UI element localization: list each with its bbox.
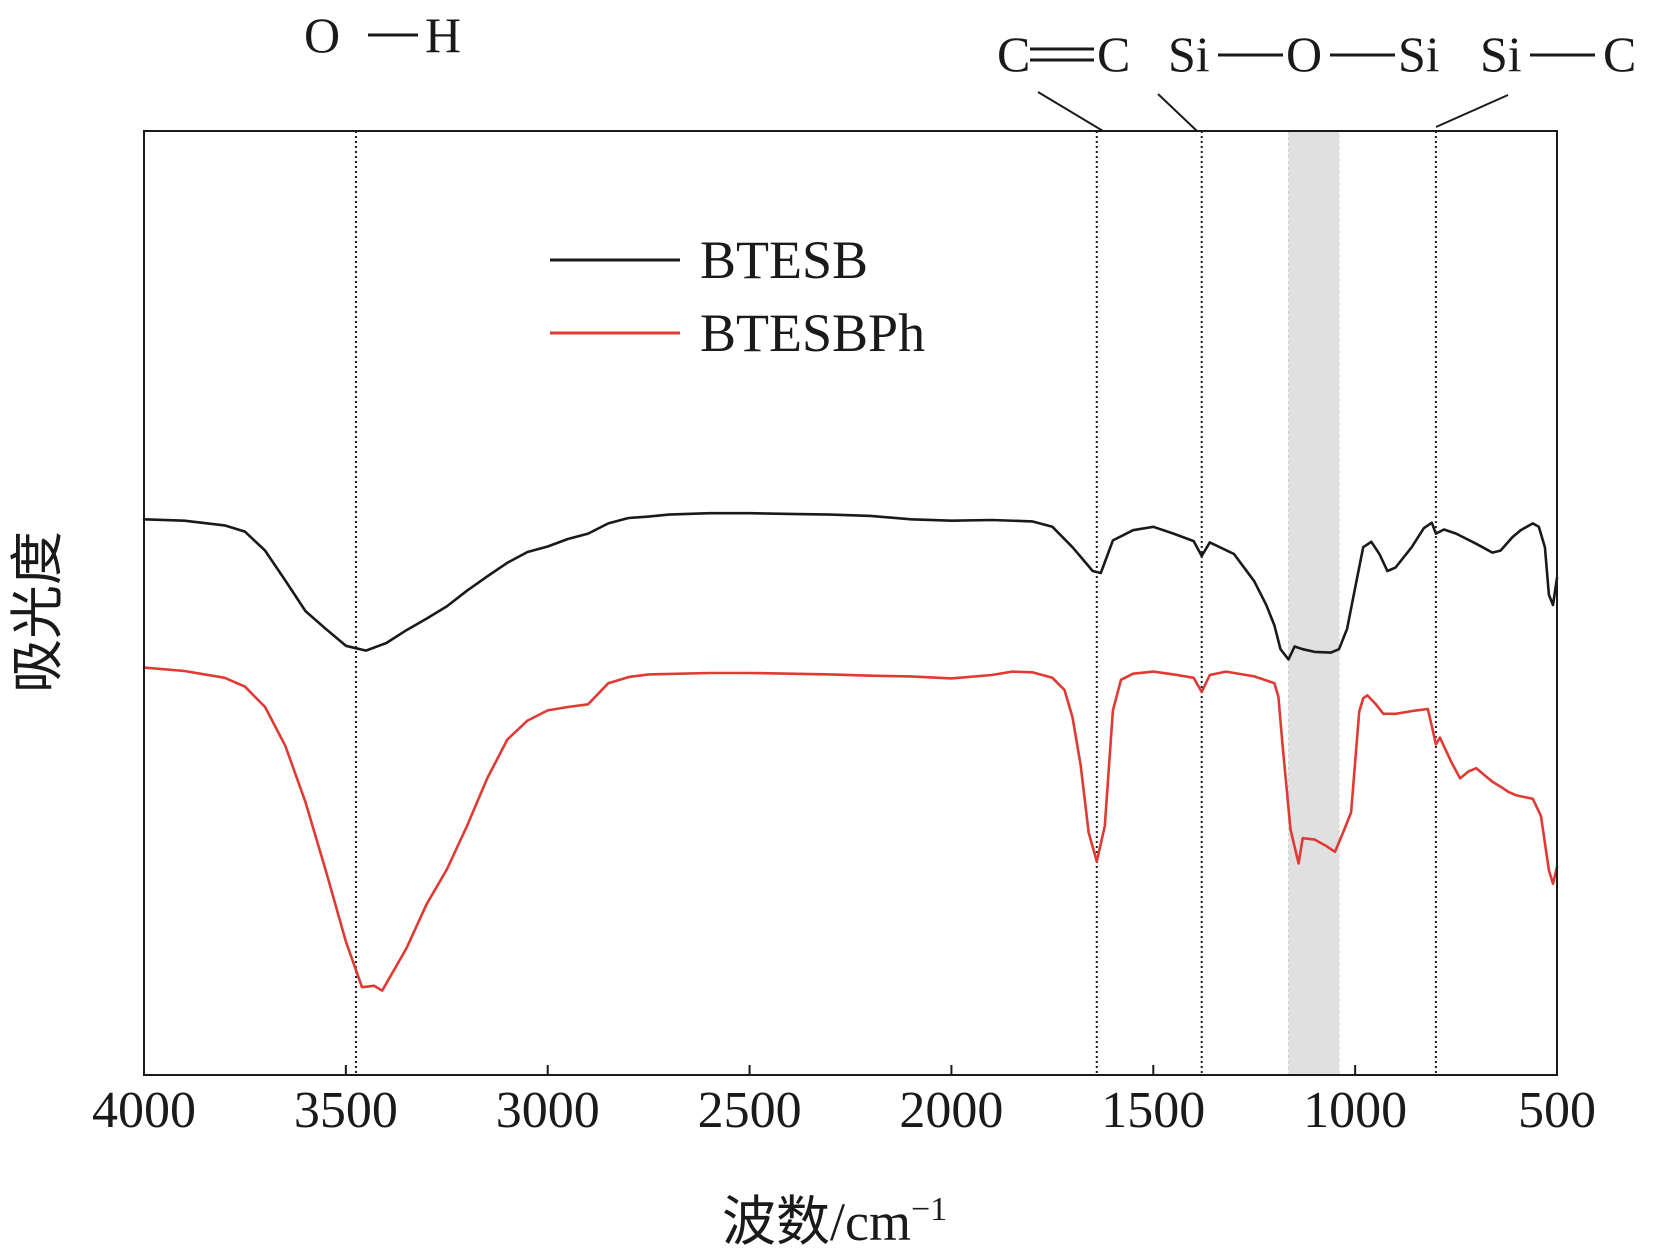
annotation-si-c-leader [1435, 94, 1509, 128]
plot-frame [143, 130, 1558, 1076]
annotation-si-c-atom1: Si [1480, 26, 1522, 82]
annotation-si-o-si: Si O Si [1157, 26, 1440, 132]
annotation-o-h-atom2: H [425, 7, 461, 63]
annotation-si-c-atom2: C [1603, 26, 1636, 82]
legend-label-btesb: BTESB [700, 230, 868, 290]
x-tick-label-2000: 2000 [899, 1082, 1003, 1139]
x-axis-label-text: 波数/cm−1 [722, 1191, 947, 1252]
x-axis-label: 波数/cm−1 [722, 1191, 947, 1252]
reference-lines-group [354, 131, 1437, 1075]
shaded-region-group [1288, 130, 1340, 1076]
x-tick-label-3500: 3500 [294, 1082, 398, 1139]
annotation-si-o-si-atom3: Si [1398, 26, 1440, 82]
annotation-si-o-si-atom2: O [1286, 26, 1322, 82]
y-axis-label: 吸光度 [8, 531, 68, 693]
series-group [142, 511, 1559, 992]
annotation-o-h-atom1: O [304, 7, 340, 63]
x-tick-label-1500: 1500 [1101, 1082, 1205, 1139]
annotation-si-o-si-atom1: Si [1168, 26, 1210, 82]
x-tick-label-2500: 2500 [698, 1082, 802, 1139]
annotation-si-o-si-leader [1157, 93, 1198, 132]
x-ticks-group: 4000 3500 3000 2500 2000 1500 1000 500 [92, 1065, 1596, 1139]
legend-label-btesbph: BTESBPh [700, 303, 925, 363]
annotation-c-c-leader [1037, 91, 1104, 132]
x-axis-label-main: 波数/cm [722, 1192, 911, 1252]
shaded-region [1288, 130, 1340, 1076]
series-line-btesbph [142, 666, 1559, 992]
x-tick-label-1000: 1000 [1303, 1082, 1407, 1139]
x-tick-label-500: 500 [1518, 1082, 1596, 1139]
x-tick-label-4000: 4000 [92, 1082, 196, 1139]
x-axis-label-sup: −1 [911, 1191, 947, 1228]
annotation-si-c: Si C [1435, 26, 1636, 128]
x-tick-label-3000: 3000 [496, 1082, 600, 1139]
annotation-c-c: C C [997, 26, 1130, 132]
annotation-o-h: O H [304, 7, 461, 63]
legend: BTESB BTESBPh [550, 230, 925, 363]
annotation-c-c-atom2: C [1097, 26, 1130, 82]
annotation-c-c-atom1: C [997, 26, 1030, 82]
series-line-btesb [142, 511, 1559, 661]
